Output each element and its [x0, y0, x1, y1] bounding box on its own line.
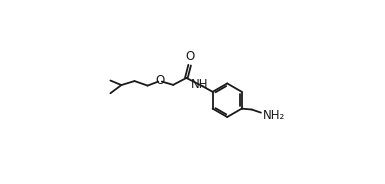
Text: NH₂: NH₂ — [263, 109, 285, 122]
Text: O: O — [186, 50, 195, 63]
Text: O: O — [156, 74, 165, 87]
Text: NH: NH — [191, 78, 208, 91]
